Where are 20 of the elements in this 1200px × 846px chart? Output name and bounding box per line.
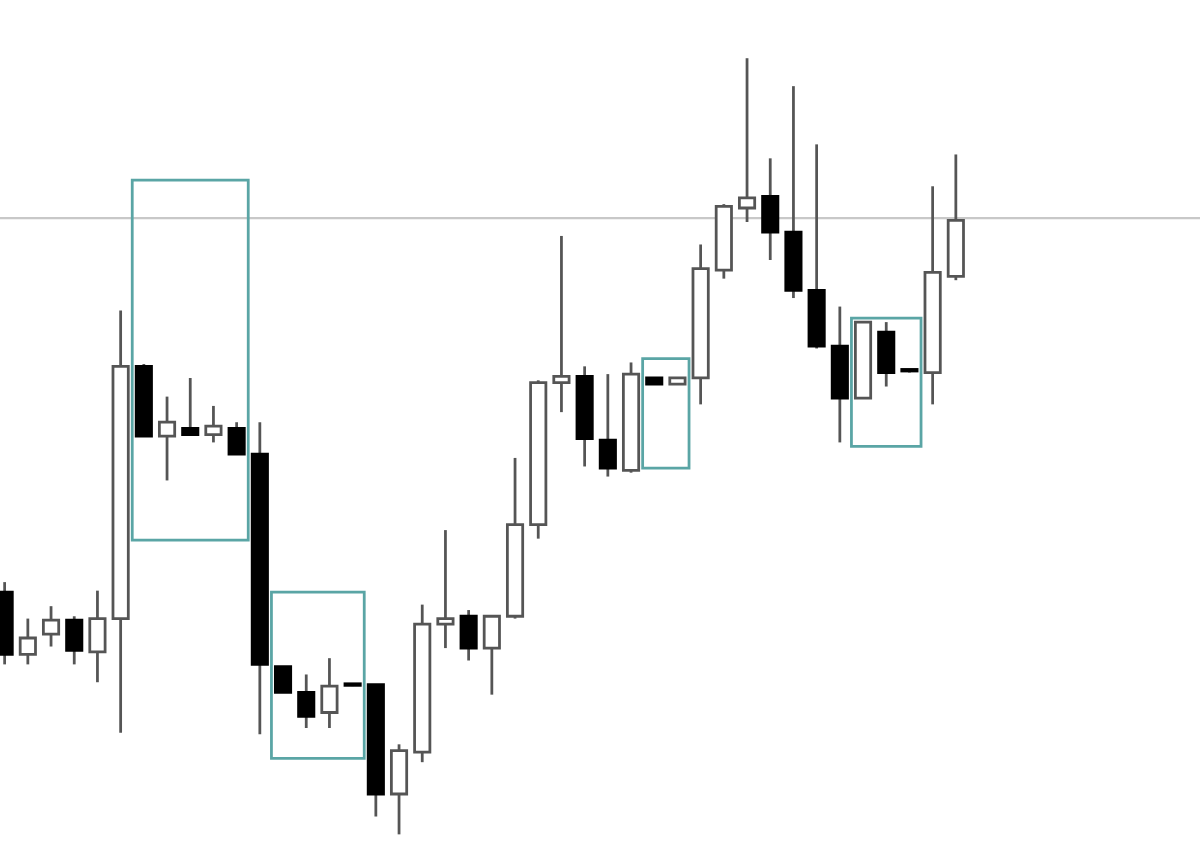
candlestick bbox=[737, 56, 757, 224]
candlestick bbox=[297, 673, 316, 730]
candlestick bbox=[41, 604, 61, 648]
candlestick bbox=[761, 156, 780, 262]
candlestick bbox=[552, 234, 571, 414]
candlestick bbox=[181, 376, 200, 437]
candlestick bbox=[436, 528, 455, 650]
candlestick bbox=[877, 320, 896, 388]
candlestick bbox=[320, 656, 339, 730]
candlestick bbox=[204, 404, 223, 444]
candlestick bbox=[273, 665, 293, 694]
candlestick bbox=[389, 742, 409, 836]
candlestick bbox=[459, 608, 478, 662]
candlestick bbox=[18, 617, 37, 666]
candlestick bbox=[157, 395, 177, 482]
candlestick bbox=[598, 372, 617, 478]
candlestick bbox=[65, 614, 84, 666]
candlestick bbox=[88, 589, 107, 684]
candlestick bbox=[482, 614, 501, 697]
candlestick bbox=[227, 420, 246, 456]
